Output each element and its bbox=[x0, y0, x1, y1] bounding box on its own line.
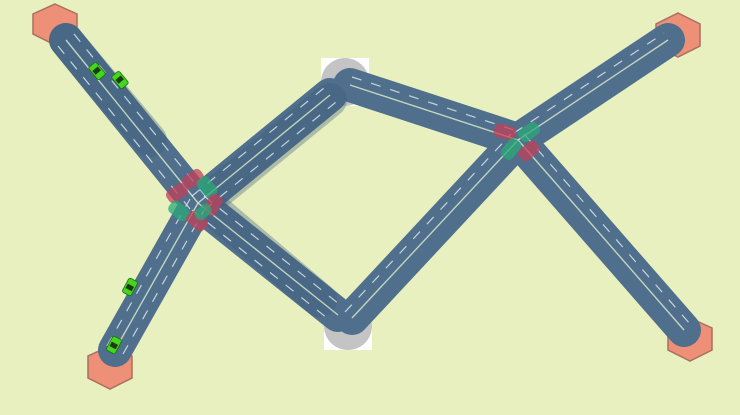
traffic-signal-icon bbox=[500, 138, 522, 160]
traffic-signal-icon bbox=[168, 200, 190, 222]
lane-center-line bbox=[517, 139, 685, 331]
road-network bbox=[49, 23, 701, 367]
road-shade bbox=[203, 198, 337, 317]
lane-center-line bbox=[351, 139, 519, 319]
lane-dash-line bbox=[122, 206, 207, 355]
lane-dash-line bbox=[57, 45, 191, 210]
east-junction[interactable] bbox=[493, 120, 542, 163]
traffic-signal-icon bbox=[493, 123, 517, 141]
lane-markings bbox=[57, 32, 691, 355]
car-window bbox=[109, 341, 119, 350]
traffic-signal-icon bbox=[518, 140, 540, 162]
road-shade bbox=[203, 83, 347, 207]
lane-center-line bbox=[349, 84, 519, 141]
lane-dash-line bbox=[106, 198, 191, 347]
car-window bbox=[115, 75, 124, 84]
lane-dash-line bbox=[191, 87, 325, 197]
car-4[interactable] bbox=[106, 335, 122, 355]
car-window bbox=[92, 66, 101, 75]
car-window bbox=[125, 283, 135, 292]
lane-center-line bbox=[114, 202, 199, 351]
car-1[interactable] bbox=[88, 62, 106, 81]
lane-dash-line bbox=[344, 133, 512, 313]
lane-center-line bbox=[197, 94, 331, 204]
west-junction[interactable] bbox=[164, 167, 225, 233]
car-2[interactable] bbox=[111, 71, 129, 90]
lane-dash-line bbox=[351, 76, 521, 133]
traffic-signal-icon bbox=[517, 121, 541, 143]
traffic-signal-icon bbox=[165, 182, 189, 204]
lane-dash-line bbox=[73, 33, 207, 198]
lane-dash-line bbox=[191, 209, 333, 323]
traffic-signal-icon bbox=[194, 203, 212, 221]
lane-dash-line bbox=[203, 195, 345, 309]
lane-dash-line bbox=[203, 101, 337, 211]
lane-center-line bbox=[197, 202, 339, 316]
lane-dash-line bbox=[523, 133, 691, 325]
lane-center-line bbox=[517, 39, 669, 141]
traffic-signal-icon bbox=[186, 210, 208, 232]
lane-center-line bbox=[65, 39, 199, 204]
traffic-signal-icon bbox=[196, 176, 218, 198]
car-3[interactable] bbox=[122, 277, 138, 297]
traffic-signal-icon bbox=[181, 168, 205, 190]
